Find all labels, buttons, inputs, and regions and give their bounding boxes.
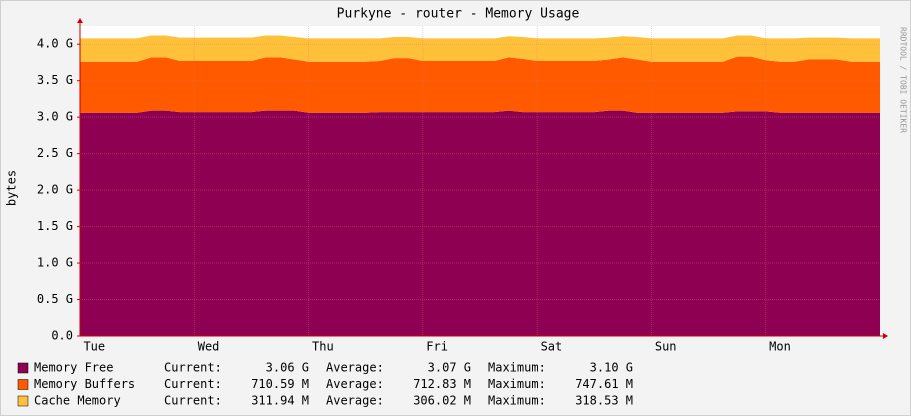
y-axis-label: bytes	[5, 170, 19, 206]
stat-value: 318.53 M	[575, 394, 633, 408]
x-arrow	[883, 333, 888, 339]
stat-value: 712.83 M	[413, 377, 471, 391]
stat-value: 306.02 M	[413, 394, 471, 408]
area	[80, 110, 880, 337]
legend-label: Memory Free	[34, 361, 113, 375]
stat-value: 3.07 G	[428, 361, 471, 375]
x-tick-label: Wed	[198, 340, 220, 354]
stat-value: 747.61 M	[575, 377, 633, 391]
y-tick-label: 2.0 G	[37, 183, 73, 197]
y-tick-label: 0.5 G	[37, 292, 73, 306]
stat-value: 710.59 M	[251, 377, 309, 391]
stat-value: 3.06 G	[266, 361, 309, 375]
y-tick-label: 2.5 G	[37, 146, 73, 160]
y-tick-label: 0.0	[51, 329, 73, 343]
x-tick-label: Sun	[655, 340, 677, 354]
legend-swatch	[17, 362, 29, 374]
legend-label: Cache Memory	[34, 394, 121, 408]
x-tick-label: Fri	[426, 340, 448, 354]
x-tick-label: Mon	[769, 340, 791, 354]
area	[80, 56, 880, 113]
stat-value: 3.10 G	[590, 361, 633, 375]
legend-swatch	[17, 395, 29, 407]
x-tick-label: Sat	[541, 340, 563, 354]
stat-label: Average:	[326, 377, 384, 391]
legend-swatch	[17, 379, 29, 390]
area	[80, 35, 880, 62]
stat-label: Average:	[326, 394, 384, 408]
stat-label: Current:	[164, 377, 222, 391]
stat-label: Current:	[164, 394, 222, 408]
y-arrow	[77, 18, 83, 23]
stat-label: Average:	[326, 361, 384, 375]
stat-label: Maximum:	[488, 361, 546, 375]
stat-value: 311.94 M	[251, 394, 309, 408]
y-tick-label: 1.5 G	[37, 219, 73, 233]
y-tick-label: 3.5 G	[37, 73, 73, 87]
stat-label: Current:	[164, 361, 222, 375]
y-tick-label: 1.0 G	[37, 256, 73, 270]
legend-label: Memory Buffers	[34, 377, 135, 391]
chart-title: Purkyne - router - Memory Usage	[337, 7, 580, 22]
stat-label: Maximum:	[488, 394, 546, 408]
x-tick-label: Tue	[83, 340, 105, 354]
stat-label: Maximum:	[488, 377, 546, 391]
y-tick-label: 4.0 G	[37, 37, 73, 51]
side-note: RRDTOOL / TOBI OETIKER	[899, 27, 908, 133]
x-tick-label: Thu	[312, 340, 334, 354]
y-tick-label: 3.0 G	[37, 110, 73, 124]
